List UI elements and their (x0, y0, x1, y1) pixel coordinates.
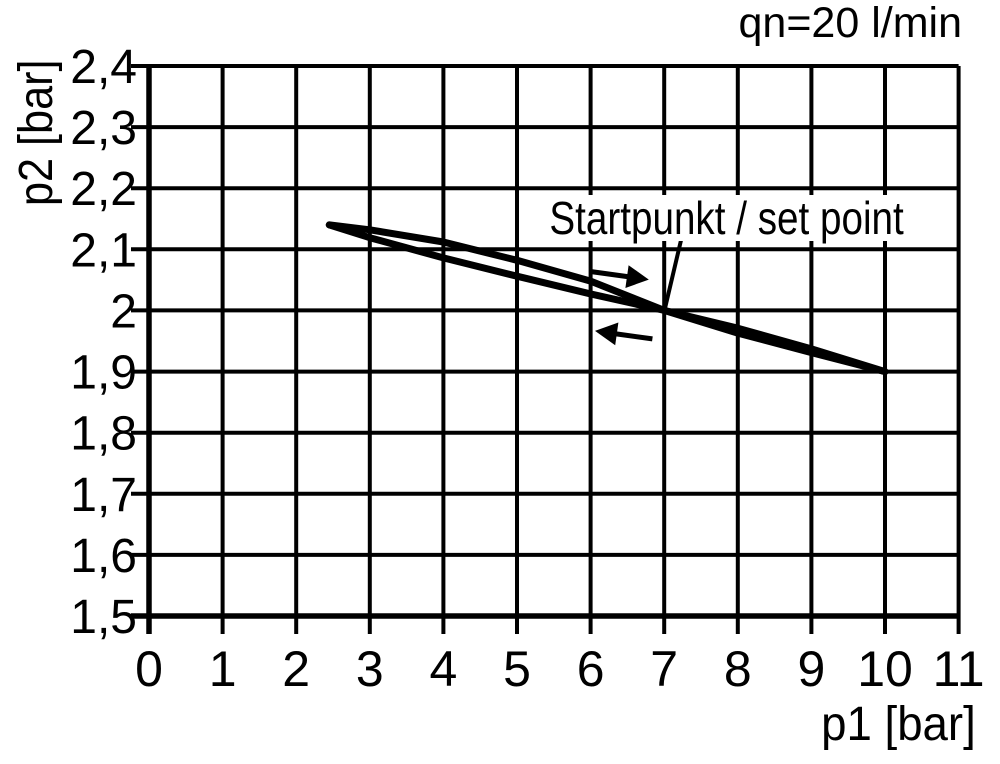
flow-rate-annotation: qn=20 l/min (738, 0, 962, 47)
y-tick-label: 1,8 (70, 408, 137, 461)
arrow-head-right-icon (625, 265, 649, 288)
x-tick-label: 6 (577, 641, 605, 697)
hysteresis-curve-left (325, 221, 889, 376)
set-point-label: Startpunkt / set point (546, 195, 908, 241)
x-tick-label: 8 (724, 641, 752, 697)
set-point-leader-line (663, 238, 684, 308)
y-tick-label: 1,9 (70, 347, 137, 400)
arrow-shaft-right (590, 269, 634, 280)
hysteresis-curve-right (325, 221, 889, 376)
y-tick-label: 2,1 (70, 224, 137, 277)
arrow-head-left-icon (595, 322, 619, 346)
y-tick-label: 2,4 (70, 41, 137, 94)
x-tick-label: 7 (650, 641, 678, 697)
x-tick-label: 11 (933, 641, 985, 697)
y-tick-label: 1,5 (70, 591, 137, 644)
x-tick-label: 2 (282, 641, 310, 697)
x-tick-label: 10 (857, 641, 913, 697)
y-tick-label: 2 (110, 285, 137, 338)
x-tick-label: 9 (797, 641, 825, 697)
x-tick-label: 3 (356, 641, 384, 697)
x-tick-label: 0 (135, 641, 163, 697)
arrow-shaft-left (610, 330, 653, 342)
y-tick-label: 1,6 (70, 530, 137, 583)
y-tick-label: 1,7 (70, 469, 137, 522)
x-axis-title: p1 [bar] (821, 698, 976, 751)
x-tick-label: 4 (429, 641, 457, 697)
y-tick-label: 2,3 (70, 102, 137, 155)
x-tick-label: 5 (503, 641, 531, 697)
y-axis-title: p2 [bar] (10, 59, 63, 206)
x-tick-label: 1 (209, 641, 237, 697)
y-tick-label: 2,2 (70, 163, 137, 216)
